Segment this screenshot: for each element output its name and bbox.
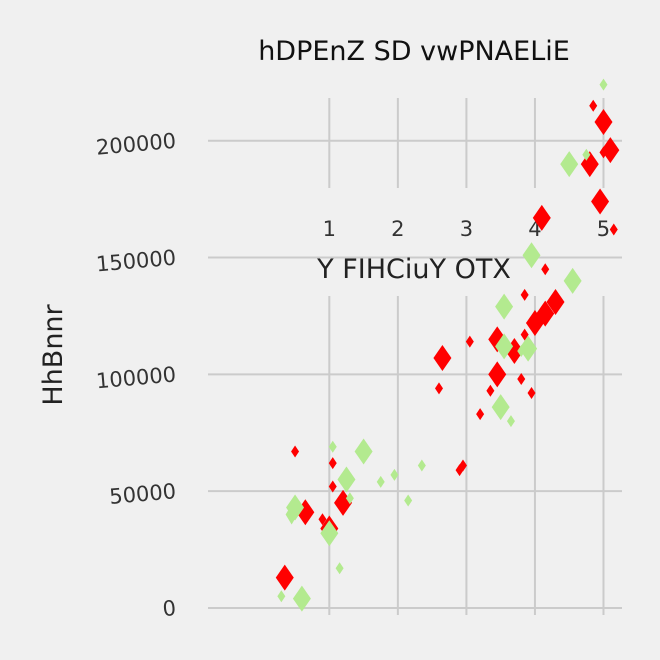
- green-diamond-point: [417, 459, 426, 472]
- green-diamond-point: [337, 466, 356, 493]
- green-diamond-point: [522, 242, 541, 269]
- red-diamond-point: [520, 288, 529, 301]
- red-diamond-point: [434, 382, 443, 395]
- green-diamond-point: [491, 394, 510, 421]
- red-diamond-point: [532, 204, 551, 231]
- red-diamond-point: [275, 564, 294, 591]
- green-diamond-point: [582, 148, 591, 161]
- green-diamond-point: [335, 562, 344, 575]
- green-diamond-point: [390, 468, 399, 481]
- red-diamond-point: [433, 345, 452, 372]
- red-diamond-point: [488, 361, 507, 388]
- x-tick-label: 3: [460, 217, 473, 241]
- red-diamond-point: [458, 459, 467, 472]
- y-tick-label: 0: [162, 596, 177, 621]
- red-diamond-point: [594, 109, 613, 136]
- grid-lines: [208, 98, 622, 615]
- green-diamond-point: [292, 585, 311, 612]
- green-diamond-point: [599, 78, 608, 91]
- red-diamond-point: [296, 499, 315, 526]
- red-diamond-point: [465, 335, 474, 348]
- red-diamond-point: [589, 99, 598, 112]
- chart-title: hDPEnZ SD vwPNAELiE: [258, 36, 570, 67]
- red-diamond-point: [486, 384, 495, 397]
- red-diamond-point: [517, 373, 526, 386]
- green-diamond-point: [345, 492, 354, 505]
- green-diamond-point: [354, 438, 373, 465]
- green-diamond-point: [376, 475, 385, 488]
- x-tick-label: 2: [391, 217, 404, 241]
- green-diamond-point: [568, 279, 577, 292]
- y-tick-label: 200000: [95, 129, 177, 160]
- x-axis-label: Y FIHCiuY OTX: [316, 254, 511, 285]
- y-tick-label: 50000: [108, 479, 177, 509]
- red-diamond-point: [527, 387, 536, 400]
- green-diamond-point: [506, 415, 515, 428]
- red-diamond-point: [591, 188, 610, 215]
- green-diamond-point: [328, 440, 337, 453]
- green-diamond-point: [519, 335, 538, 362]
- red-diamond-point: [291, 445, 300, 458]
- y-tick-label: 150000: [95, 246, 177, 277]
- red-diamond-point: [520, 328, 529, 341]
- y-tick-labels: 0 50000 100000 150000 200000: [95, 129, 177, 621]
- y-tick-label: 100000: [95, 362, 177, 393]
- green-diamond-point: [286, 494, 305, 521]
- green-diamond-point: [404, 494, 413, 507]
- green-diamond-point: [495, 333, 514, 360]
- data-points: [275, 78, 620, 612]
- red-diamond-point: [328, 457, 337, 470]
- red-diamond-point: [318, 513, 327, 526]
- x-tick-label: 5: [597, 217, 610, 241]
- red-diamond-point: [536, 300, 555, 327]
- green-diamond-point: [560, 151, 579, 178]
- red-diamond-point: [541, 263, 550, 276]
- red-diamond-point: [328, 480, 337, 493]
- red-diamond-point: [601, 137, 620, 164]
- x-tick-label: 1: [323, 217, 336, 241]
- red-diamond-point: [546, 288, 565, 315]
- green-diamond-point: [277, 590, 286, 603]
- red-diamond-point: [476, 408, 485, 421]
- green-diamond-point: [320, 520, 339, 547]
- red-diamond-point: [609, 223, 618, 236]
- green-diamond-point: [495, 293, 514, 320]
- y-axis-label: HhBnnr: [38, 303, 69, 405]
